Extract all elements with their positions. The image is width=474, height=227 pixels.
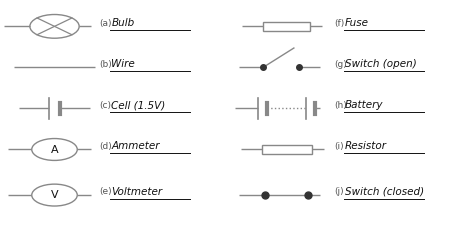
Text: (h): (h) bbox=[334, 100, 347, 109]
Text: (b): (b) bbox=[100, 59, 112, 69]
Text: (c): (c) bbox=[100, 100, 111, 109]
Text: Battery: Battery bbox=[345, 100, 383, 110]
Text: (i): (i) bbox=[334, 141, 344, 150]
Text: A: A bbox=[51, 144, 58, 154]
Text: Voltmeter: Voltmeter bbox=[111, 186, 163, 196]
Text: Bulb: Bulb bbox=[111, 18, 135, 28]
Text: Switch (closed): Switch (closed) bbox=[345, 186, 424, 196]
Bar bbox=[262, 145, 311, 155]
Circle shape bbox=[32, 139, 77, 161]
Text: Resistor: Resistor bbox=[345, 141, 387, 151]
Text: Fuse: Fuse bbox=[345, 18, 369, 28]
Circle shape bbox=[32, 184, 77, 206]
Text: (j): (j) bbox=[334, 187, 344, 196]
Text: V: V bbox=[51, 189, 58, 199]
Text: (d): (d) bbox=[100, 141, 112, 150]
Text: (e): (e) bbox=[100, 187, 112, 196]
Text: Wire: Wire bbox=[111, 59, 135, 69]
Text: Cell (1.5V): Cell (1.5V) bbox=[111, 100, 165, 110]
Text: Switch (open): Switch (open) bbox=[345, 59, 417, 69]
Text: (a): (a) bbox=[100, 19, 112, 28]
Text: (g): (g) bbox=[334, 59, 347, 69]
Text: (f): (f) bbox=[334, 19, 345, 28]
Text: Ammeter: Ammeter bbox=[111, 141, 160, 151]
Bar bbox=[263, 23, 310, 32]
